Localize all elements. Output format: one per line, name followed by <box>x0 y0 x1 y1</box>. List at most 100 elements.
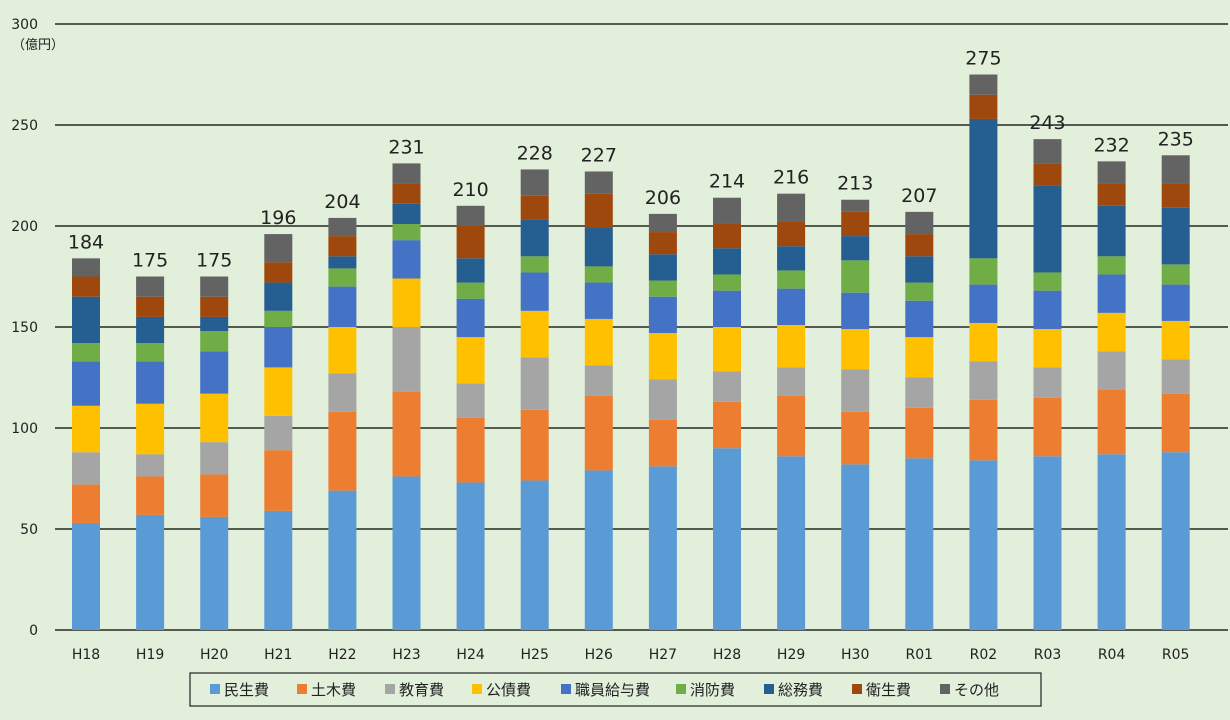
bar-segment <box>456 205 485 226</box>
total-label: 210 <box>452 179 488 201</box>
legend-label: 教育費 <box>399 681 444 699</box>
bar-segment <box>905 407 934 459</box>
bar-segment <box>1033 272 1062 291</box>
bar-segment <box>456 383 485 418</box>
bar-segment <box>648 379 677 420</box>
bar-segment <box>841 411 870 465</box>
bar-segment <box>456 226 485 259</box>
bar-segment <box>328 327 357 374</box>
bar-segment <box>1033 456 1062 630</box>
y-tick-label: 150 <box>11 320 38 336</box>
bar-segment <box>264 327 293 368</box>
bar-segment <box>136 343 165 362</box>
bar-segment <box>136 514 165 630</box>
y-axis-ticks: 0 50 100 150 200 250 300 <box>11 17 38 639</box>
bar-segment <box>841 211 870 237</box>
bar-segment <box>1033 290 1062 330</box>
bar-segment <box>328 256 357 269</box>
bar-segment <box>648 232 677 255</box>
bar-segment <box>969 258 998 285</box>
bar-segment <box>777 324 806 368</box>
bar-segment <box>841 236 870 261</box>
legend-label: 総務費 <box>778 681 823 699</box>
x-tick-label: H27 <box>649 647 677 663</box>
bar-segment <box>648 419 677 467</box>
bar-segment <box>456 282 485 299</box>
x-tick-label: H30 <box>841 647 869 663</box>
bar-segment <box>584 228 613 267</box>
bar-stack-H23 <box>392 163 421 630</box>
legend-label: 衛生費 <box>866 681 911 699</box>
bar-segment <box>1161 264 1190 285</box>
y-tick-label: 300 <box>11 17 38 33</box>
bar-segment <box>713 223 741 249</box>
bar-stack-H29 <box>777 193 806 630</box>
bar-segment <box>1033 185 1062 273</box>
bar-segment <box>841 292 870 330</box>
bar-stack-R01 <box>905 211 934 630</box>
bar-segment <box>136 476 165 515</box>
bar-segment <box>584 395 613 471</box>
bar-segment <box>713 274 741 291</box>
bar-segment <box>136 276 165 297</box>
x-tick-label: R01 <box>906 647 934 663</box>
bar-stack-R02 <box>969 74 998 630</box>
bar-segment <box>713 197 741 224</box>
bar-segment <box>72 484 100 523</box>
total-label: 196 <box>260 207 296 229</box>
bar-segment <box>264 450 293 511</box>
bar-segment <box>841 329 870 370</box>
bar-segment <box>264 282 293 311</box>
bar-segment <box>905 300 934 338</box>
total-label: 232 <box>1093 134 1129 156</box>
bar-stack-H22 <box>328 217 357 630</box>
x-tick-label: H23 <box>392 647 420 663</box>
bar-segment <box>584 318 613 366</box>
bar-stack-H19 <box>136 276 165 630</box>
bar-stack-H28 <box>713 197 741 630</box>
bar-stack-H26 <box>584 171 613 630</box>
bar-segment <box>200 474 229 517</box>
bar-segment <box>520 195 549 220</box>
bar-segment <box>520 256 549 273</box>
bar-segment <box>72 296 100 344</box>
bar-segment <box>264 234 293 263</box>
bar-segment <box>1033 397 1062 457</box>
bar-segment <box>841 464 870 630</box>
bar-segment <box>72 258 100 277</box>
x-tick-label: H21 <box>264 647 292 663</box>
total-label: 235 <box>1158 128 1194 150</box>
bar-segment <box>72 361 100 406</box>
bar-stack-R03 <box>1033 139 1062 630</box>
bar-segment <box>713 401 741 449</box>
bar-segment <box>1097 351 1126 390</box>
bar-stack-H30 <box>841 199 870 630</box>
bar-stack-H21 <box>264 234 293 630</box>
legend-swatch <box>472 684 482 694</box>
bar-segment <box>200 296 229 317</box>
bar-segment <box>777 221 806 247</box>
x-tick-label: R03 <box>1034 647 1062 663</box>
bar-segment <box>969 284 998 323</box>
bar-segment <box>648 280 677 297</box>
bar-segment <box>72 276 100 297</box>
bar-segment <box>328 286 357 327</box>
bar-segment <box>841 199 870 212</box>
bar-segment <box>392 183 421 204</box>
y-tick-label: 250 <box>11 118 38 134</box>
bar-segment <box>328 373 357 412</box>
y-tick-label: 0 <box>29 623 38 639</box>
legend-label: その他 <box>954 681 999 699</box>
bar-segment <box>713 248 741 275</box>
bar-segment <box>648 254 677 281</box>
x-tick-label: H19 <box>136 647 164 663</box>
bar-segment <box>200 276 229 297</box>
bar-segment <box>200 351 229 394</box>
x-tick-label: R02 <box>970 647 998 663</box>
bar-segment <box>456 337 485 384</box>
bar-stack-R05 <box>1161 155 1190 630</box>
bar-stack-R04 <box>1097 161 1126 630</box>
bar-segment <box>969 74 998 95</box>
x-tick-label: H22 <box>328 647 356 663</box>
